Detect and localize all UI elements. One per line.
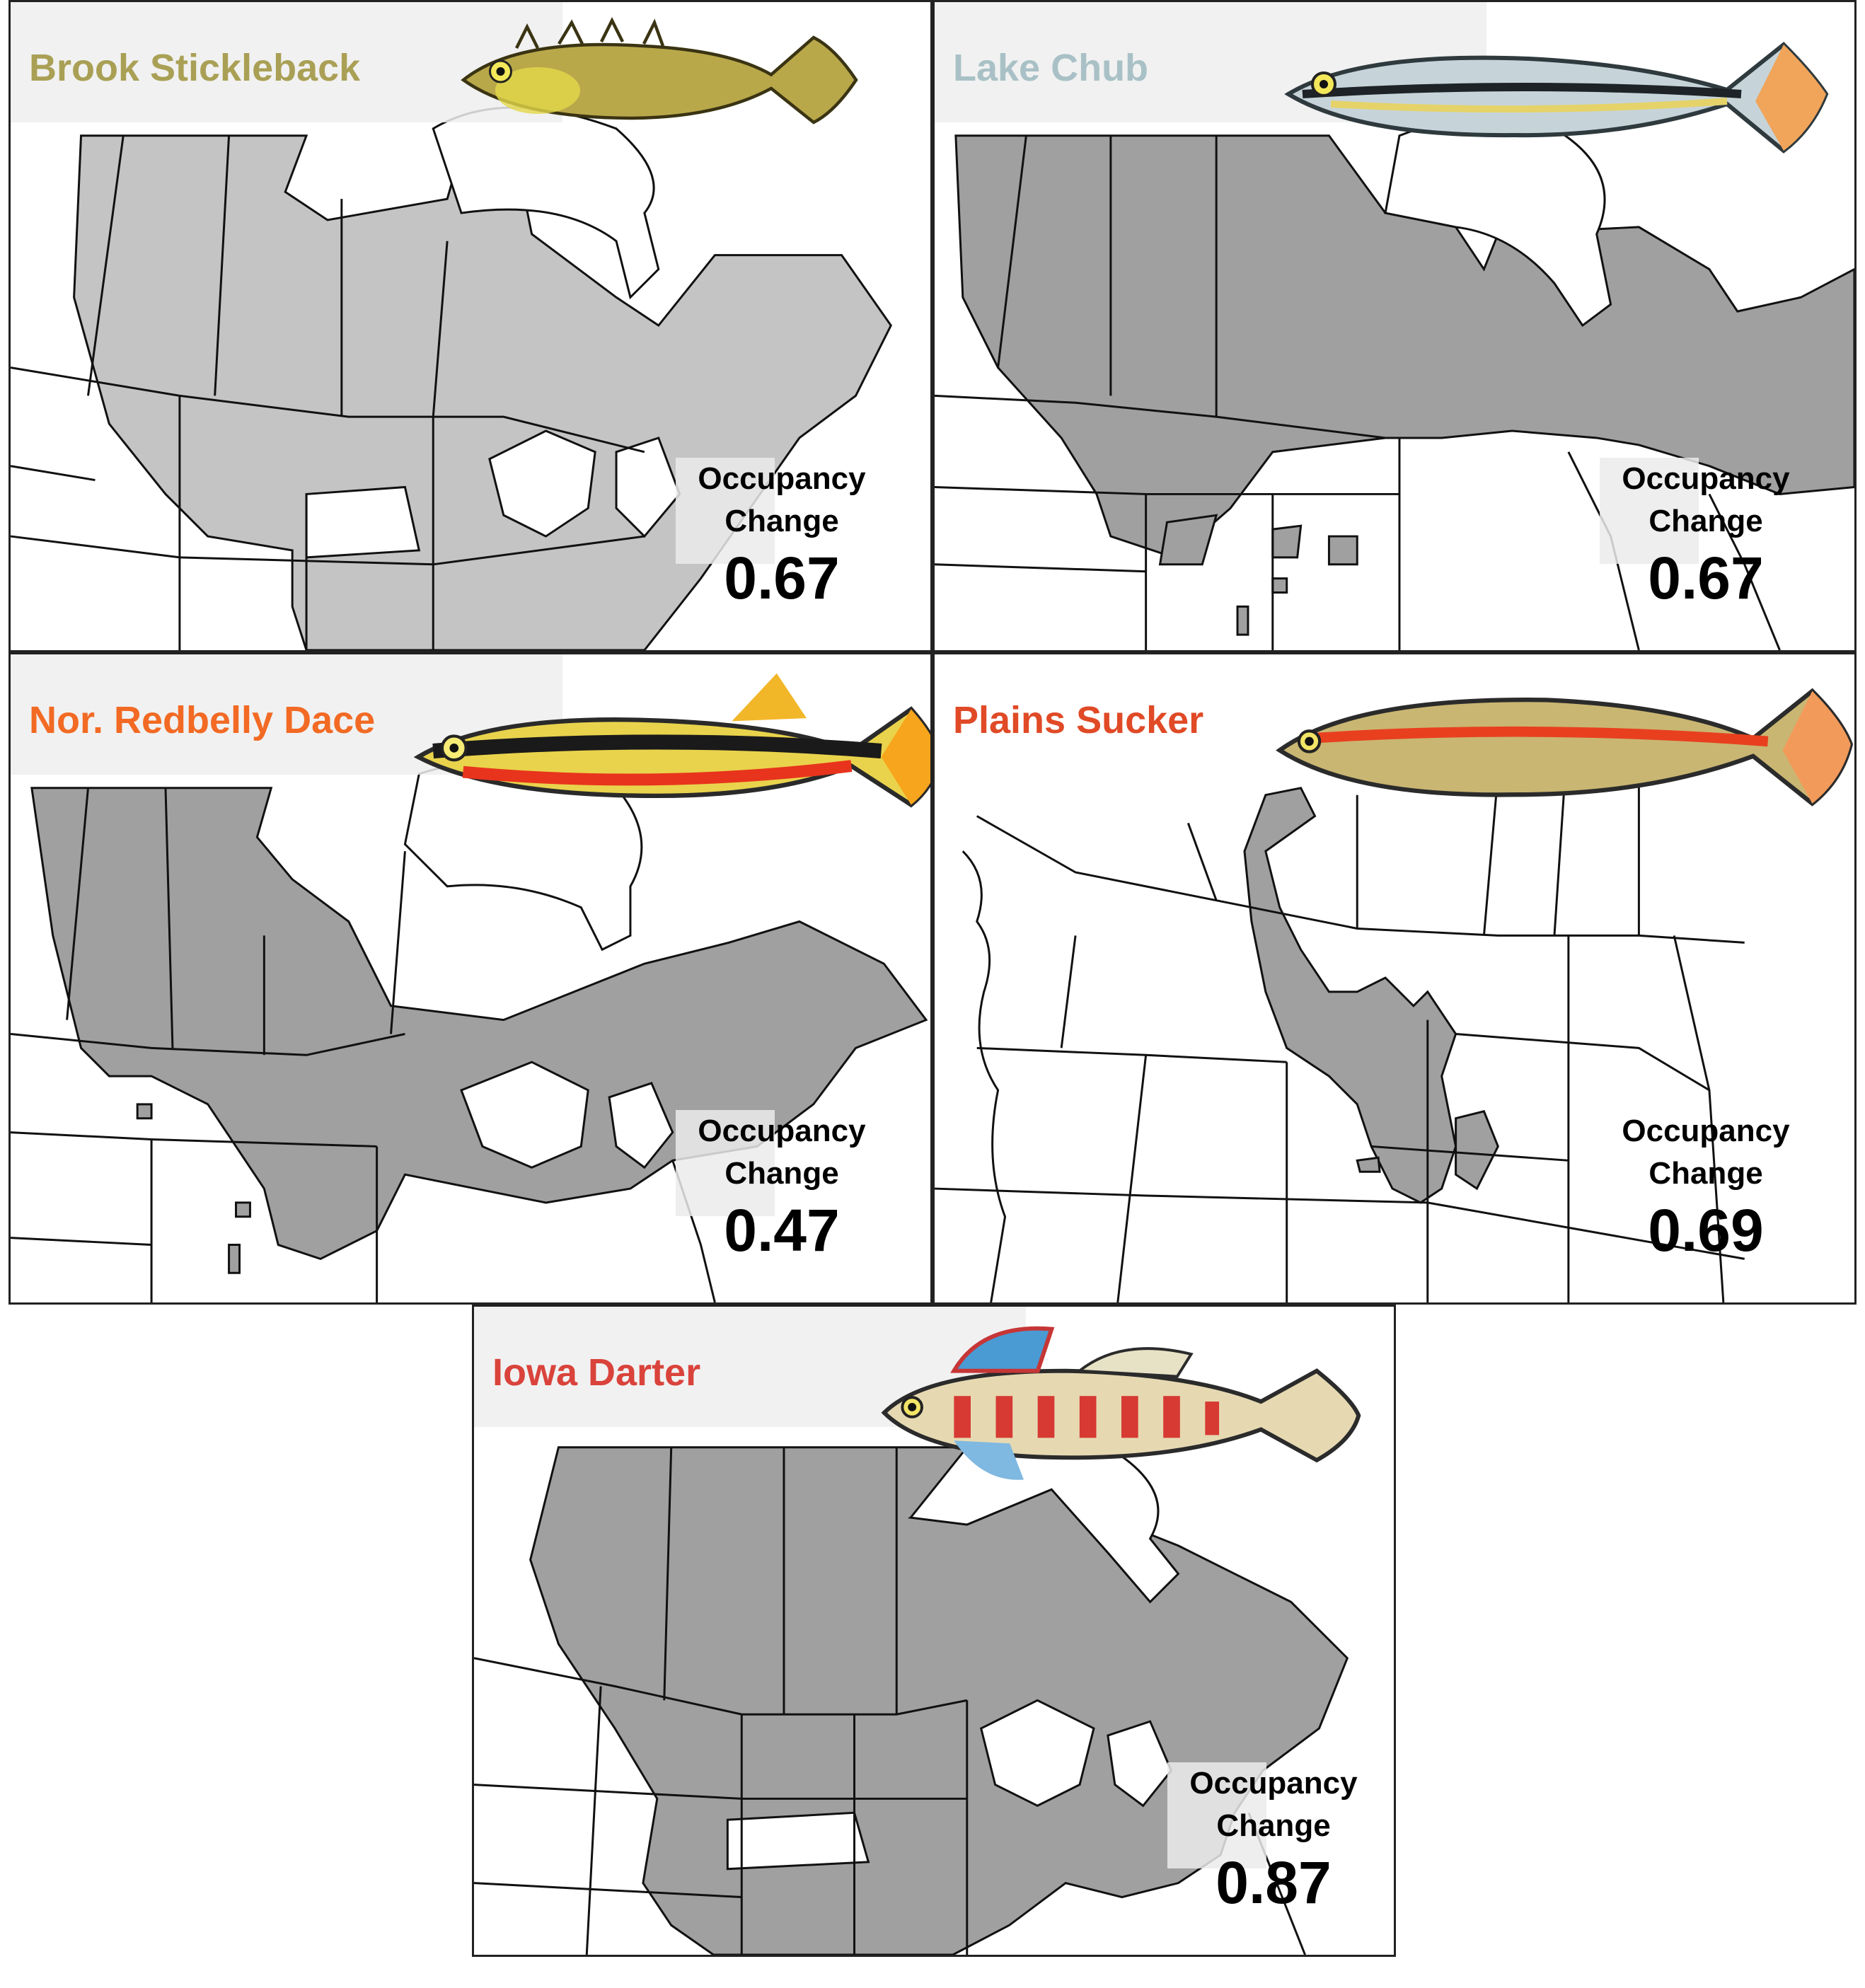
occupancy-value: 0.69: [1648, 1197, 1764, 1264]
species-label: Plains Sucker: [953, 699, 1204, 741]
northern-redbelly-dace-fish-icon: [413, 673, 930, 808]
occupancy-label: Occupancy Change: [698, 461, 866, 538]
map-panel-northern-redbelly-dace: Nor. Redbelly Dace Occupancy Change 0.47: [8, 652, 933, 1305]
occupancy-label: Occupancy Change: [1189, 1766, 1358, 1843]
occupancy-label: Occupancy Change: [1622, 461, 1790, 538]
political-borders: [935, 710, 1745, 1302]
great-lakes: [979, 1699, 1173, 1808]
occupancy-value: 0.87: [1216, 1849, 1332, 1916]
range-map: [935, 118, 1854, 650]
occupancy-label: Occupancy Change: [1622, 1114, 1790, 1191]
range-gap: [726, 1811, 870, 1871]
occupancy-change-box: Occupancy Change 0.87: [1167, 1762, 1380, 1946]
occupancy-change-box: Occupancy Change 0.67: [676, 458, 888, 642]
range-map: [474, 1432, 1349, 1955]
map-panel-plains-sucker: Plains Sucker Occupancy Change 0.69: [933, 652, 1857, 1305]
political-borders: [474, 1447, 1306, 1955]
plains-sucker-fish-icon: [1276, 688, 1854, 807]
range-outlier: [136, 1103, 251, 1274]
occupancy-value: 0.67: [724, 545, 840, 611]
great-lakes: [488, 429, 681, 538]
range-outlier: [1158, 514, 1358, 636]
species-label: Lake Chub: [953, 47, 1149, 89]
range-map: [935, 710, 1745, 1302]
occupancy-value: 0.67: [1648, 545, 1764, 611]
range-gap: [305, 485, 421, 559]
political-borders: [935, 135, 1781, 650]
species-label: Brook Stickleback: [29, 47, 361, 89]
pacific-coast: [962, 850, 1007, 1302]
brook-stickleback-fish-icon: [461, 16, 858, 125]
occupancy-change-box: Occupancy Change 0.67: [1600, 458, 1812, 642]
great-lakes: [460, 1061, 674, 1169]
species-label: Iowa Darter: [492, 1351, 701, 1394]
map-panel-iowa-darter: Iowa Darter Occupancy Change 0.87: [472, 1305, 1396, 1957]
occupancy-value: 0.47: [724, 1197, 840, 1264]
map-panel-brook-stickleback: Brook Stickleback Occupancy Change 0.67: [8, 0, 933, 652]
occupancy-change-box: Occupancy Change 0.47: [676, 1110, 888, 1294]
lake-chub-fish-icon: [1284, 41, 1829, 154]
occupancy-label: Occupancy Change: [698, 1114, 866, 1191]
species-label: Nor. Redbelly Dace: [29, 699, 376, 741]
range-outlier: [1356, 1110, 1499, 1191]
map-panel-lake-chub: Lake Chub Occupancy Change 0.67: [933, 0, 1857, 652]
species-range: [1243, 787, 1457, 1204]
occupancy-change-box: Occupancy Change 0.69: [1600, 1110, 1812, 1294]
species-range: [954, 134, 1854, 559]
title-band: [11, 2, 562, 122]
political-borders: [11, 135, 645, 650]
iowa-darter-fish-icon: [881, 1326, 1361, 1480]
